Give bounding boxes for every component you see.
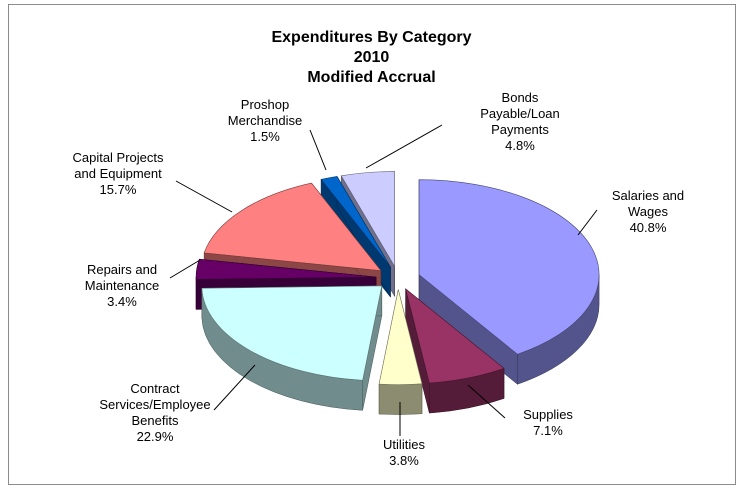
data-label: Repairs and Maintenance 3.4% [85, 262, 159, 310]
data-label: Contract Services/Employee Benefits 22.9% [99, 381, 210, 445]
value-label: 4.8% [505, 138, 535, 153]
category-label: Repairs and Maintenance [84, 262, 160, 293]
leader-line [577, 209, 598, 236]
data-label: Bonds Payable/Loan Payments 4.8% [480, 90, 560, 154]
leader-line [213, 364, 256, 411]
title-line: 2010 [353, 49, 390, 66]
data-label: Utilities 3.8% [383, 437, 425, 469]
slice [195, 258, 377, 280]
slice [405, 288, 505, 384]
category-label: Salaries and Wages [611, 188, 685, 219]
value-label: 15.7% [99, 182, 137, 197]
leader-line [169, 259, 201, 279]
data-label: Supplies 7.1% [523, 407, 573, 439]
leader-line [365, 124, 443, 169]
title-line: Expenditures By Category [271, 29, 472, 46]
category-label: Proshop Merchandise [227, 97, 303, 128]
value-label: 40.8% [629, 220, 667, 235]
category-label: Supplies [523, 407, 573, 422]
value-label: 1.5% [250, 129, 280, 144]
category-label: Utilities [383, 437, 425, 452]
data-label: Salaries and Wages 40.8% [612, 188, 684, 236]
data-label: Proshop Merchandise 1.5% [228, 97, 302, 145]
value-label: 22.9% [136, 429, 174, 444]
category-label: Capital Projects and Equipment [72, 150, 164, 181]
chart-title: Expenditures By Category 2010 Modified A… [0, 28, 743, 88]
slice [418, 179, 600, 355]
value-label: 3.4% [107, 294, 137, 309]
slice [340, 171, 395, 268]
slice [203, 182, 382, 272]
category-label: Contract Services/Employee Benefits [99, 381, 211, 428]
leader-line [467, 384, 506, 419]
slice-wall [378, 383, 423, 415]
value-label: 7.1% [533, 423, 563, 438]
slice [320, 176, 391, 268]
value-label: 3.8% [389, 453, 419, 468]
leader-line [309, 129, 327, 171]
slice [201, 285, 383, 381]
slice [378, 289, 423, 385]
category-label: Bonds Payable/Loan Payments [480, 90, 560, 137]
leader-line [175, 180, 233, 213]
title-line: Modified Accrual [307, 69, 436, 86]
data-label: Capital Projects and Equipment 15.7% [72, 150, 163, 198]
chart-frame [8, 4, 736, 485]
